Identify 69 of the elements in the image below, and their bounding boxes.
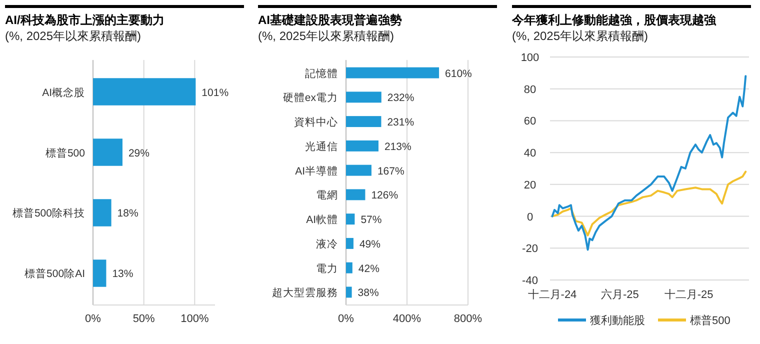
y-tick-label: 80 (524, 84, 536, 96)
y-tick-label: 電網 (316, 190, 338, 202)
y-tick-label: AI半導體 (295, 164, 338, 178)
bar (346, 238, 354, 249)
data-label: 38% (358, 287, 379, 300)
data-label: 231% (387, 116, 414, 129)
y-tick-label: 標普500除AI (24, 267, 85, 280)
y-tick-label: 60 (524, 116, 536, 128)
y-tick-label: 資料中心 (294, 116, 338, 129)
y-tick-label: 硬體ex電力 (282, 91, 338, 104)
data-label: 57% (360, 214, 382, 226)
chart-title: 今年獲利上修動能越強，股價表現越強 (511, 13, 717, 27)
chart-title: AI基礎建設股表現普遍強勢 (258, 13, 402, 27)
chart-subtitle: (%, 2025年以來累積報酬) (512, 29, 648, 43)
bar (346, 67, 440, 78)
bar (346, 164, 372, 176)
data-label: 49% (359, 238, 380, 250)
y-tick-label: 20 (524, 179, 536, 192)
y-tick-label: -20 (522, 243, 538, 256)
data-label: 126% (371, 190, 398, 202)
y-tick-label: AI軟體 (306, 214, 338, 226)
x-tick-label: 400% (392, 313, 422, 325)
line-series (551, 170, 747, 236)
x-tick-label: 0% (85, 313, 102, 325)
x-tick-label: 六月-25 (600, 288, 639, 301)
x-tick-label: 十二月-24 (528, 288, 577, 301)
data-label: 29% (128, 147, 150, 160)
data-label: 18% (117, 208, 138, 220)
y-tick-label: 超大型雲服務 (272, 286, 338, 300)
bar (346, 262, 352, 274)
x-tick-label: 0% (338, 313, 354, 325)
legend-label: 獲利動能股 (590, 314, 645, 327)
bar (346, 286, 352, 298)
x-tick-label: 800% (454, 313, 482, 325)
y-tick-label: 光通信 (305, 140, 338, 153)
x-tick-label: 100% (180, 313, 209, 325)
y-tick-label: 標普500 (45, 146, 86, 160)
x-tick-label: 50% (132, 313, 156, 325)
bar (346, 92, 382, 103)
y-tick-label: AI概念股 (42, 86, 85, 99)
bar (346, 116, 382, 128)
legend-label: 標普500 (690, 314, 730, 327)
bar (93, 260, 106, 287)
data-label: 13% (112, 268, 134, 280)
bar (93, 138, 122, 166)
y-tick-label: 記憶體 (305, 66, 338, 80)
chart-subtitle: (%, 2025年以來累積報酬) (258, 29, 394, 43)
data-label: 42% (358, 262, 380, 275)
bar (346, 140, 378, 152)
y-tick-label: 標普500除科技 (12, 206, 85, 220)
y-tick-label: 0 (526, 211, 534, 224)
data-label: 167% (377, 165, 404, 178)
data-label: 610% (445, 68, 472, 80)
y-tick-label: 100 (520, 52, 540, 64)
y-tick-label: 電力 (316, 262, 338, 275)
data-label: 101% (202, 86, 229, 99)
bar (93, 78, 196, 106)
y-tick-label: -40 (522, 275, 538, 287)
bar (346, 189, 366, 200)
y-tick-label: 40 (524, 148, 536, 160)
bar (346, 214, 355, 225)
data-label: 213% (384, 140, 412, 153)
data-label: 232% (387, 92, 414, 104)
chart-subtitle: (%, 2025年以來累積報酬) (5, 29, 142, 43)
chart-title: AI/科技為股市上漲的主要動力 (5, 13, 164, 27)
x-tick-label: 十二月-25 (664, 288, 714, 301)
line-series (551, 75, 747, 251)
y-tick-label: 液冷 (316, 237, 338, 250)
bar (93, 199, 112, 226)
